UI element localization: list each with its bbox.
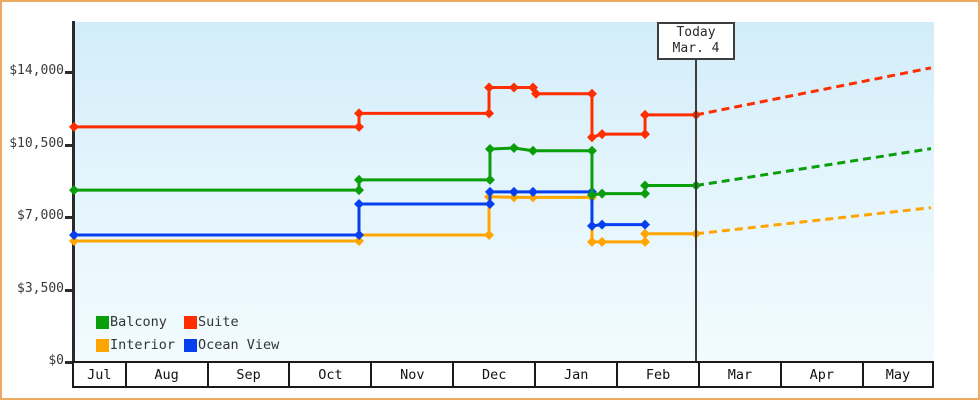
y-axis-label: $7,000 bbox=[17, 208, 64, 223]
y-axis-label: $3,500 bbox=[17, 280, 64, 296]
y-axis-label: $14,000 bbox=[9, 63, 64, 78]
legend-swatch-ocean-view bbox=[184, 338, 197, 352]
month-cell-jan: Jan bbox=[534, 363, 616, 386]
month-cell-dec: Dec bbox=[452, 363, 534, 386]
month-cell-oct: Oct bbox=[288, 363, 370, 386]
month-cell-feb: Feb bbox=[616, 363, 698, 386]
month-cell-aug: Aug bbox=[124, 363, 207, 386]
y-axis-tick bbox=[65, 71, 73, 74]
month-cell-may: May bbox=[861, 363, 932, 386]
y-axis-tick bbox=[65, 143, 73, 147]
month-cell-apr: Apr bbox=[779, 363, 862, 386]
today-label-line1: Today bbox=[676, 25, 716, 40]
legend-label: Balcony bbox=[110, 314, 167, 330]
month-cell-sep: Sep bbox=[206, 363, 289, 386]
chart-canvas[interactable] bbox=[69, 22, 934, 362]
month-cell-nov: Nov bbox=[370, 363, 452, 386]
y-axis-label: $0 bbox=[48, 353, 64, 368]
y-axis-label: $10,500 bbox=[9, 135, 64, 151]
legend-label: Interior bbox=[110, 337, 176, 353]
today-label-line2: Mar. 4 bbox=[672, 41, 720, 56]
legend-swatch-interior bbox=[96, 338, 109, 352]
today-label-box: Today Mar. 4 bbox=[657, 22, 736, 60]
series-balcony-line bbox=[74, 146, 697, 197]
legend: Balcony Suite Interior Ocean View bbox=[96, 314, 279, 353]
series-suite-line bbox=[74, 86, 697, 140]
legend-label: Ocean View bbox=[198, 337, 280, 353]
legend-swatch-suite bbox=[184, 315, 197, 329]
month-cell-mar: Mar bbox=[698, 363, 780, 386]
series-interior-points bbox=[69, 191, 702, 247]
series-balcony-projection bbox=[695, 147, 932, 187]
legend-swatch-balcony bbox=[96, 315, 109, 329]
x-axis-months: Jul Aug Sep Oct Nov Dec Jan Feb Mar Apr May bbox=[72, 361, 934, 388]
y-axis-tick bbox=[65, 361, 73, 364]
today-line bbox=[695, 59, 698, 362]
legend-label: Suite bbox=[198, 314, 239, 330]
y-axis-tick bbox=[65, 216, 73, 219]
legend-item-interior: Interior bbox=[96, 337, 184, 353]
legend-item-ocean-view: Ocean View bbox=[184, 337, 279, 353]
month-cell-jul: Jul bbox=[87, 366, 112, 383]
legend-item-suite: Suite bbox=[184, 314, 279, 330]
series-suite-projection bbox=[695, 66, 932, 117]
y-axis-tick bbox=[65, 288, 73, 292]
legend-item-balcony: Balcony bbox=[96, 314, 184, 330]
series-interior-projection bbox=[695, 206, 932, 236]
